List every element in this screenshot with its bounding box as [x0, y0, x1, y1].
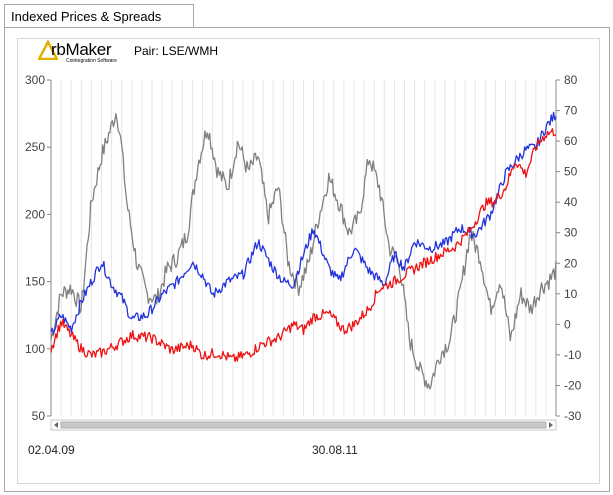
left-y-tick-label: 150	[25, 275, 45, 289]
right-y-tick-label: -30	[564, 409, 582, 423]
right-y-tick-label: 10	[564, 287, 578, 301]
right-y-tick-label: 80	[564, 73, 578, 87]
right-y-tick-label: 40	[564, 195, 578, 209]
logo-subtitle: Cointegration Software	[66, 58, 117, 64]
left-y-tick-label: 250	[25, 140, 45, 154]
x-tick-label-1: 30.08.11	[312, 443, 358, 457]
pair-label: Pair: LSE/WMH	[134, 44, 219, 58]
left-y-tick-label: 100	[25, 342, 45, 356]
right-y-tick-label: -20	[564, 378, 582, 392]
left-y-tick-label: 50	[32, 409, 46, 423]
scroll-right-arrow-icon[interactable]	[549, 422, 553, 428]
scrollbar-thumb[interactable]	[60, 421, 547, 429]
right-y-tick-label: -10	[564, 348, 582, 362]
right-y-tick-label: 60	[564, 134, 578, 148]
right-y-tick-label: 20	[564, 256, 578, 270]
left-y-tick-label: 200	[25, 207, 45, 221]
left-y-tick-label: 300	[25, 73, 45, 87]
arbmaker-logo: rbMaker Cointegration Software	[34, 40, 124, 66]
right-y-tick-label: 50	[564, 165, 578, 179]
x-tick-label-0: 02.04.09	[28, 443, 75, 457]
arbmaker-logo-mark	[38, 40, 58, 60]
right-y-tick-label: 30	[564, 226, 578, 240]
logo-text: rbMaker	[51, 40, 112, 59]
scroll-left-arrow-icon[interactable]	[54, 422, 58, 428]
tab-strip: Indexed Prices & Spreads Graph	[0, 0, 613, 48]
series-line-0	[50, 128, 557, 363]
series-line-2	[50, 112, 557, 390]
right-y-tick-label: 0	[564, 317, 571, 331]
right-y-tick-label: 70	[564, 104, 578, 118]
series-line-1	[50, 111, 557, 335]
